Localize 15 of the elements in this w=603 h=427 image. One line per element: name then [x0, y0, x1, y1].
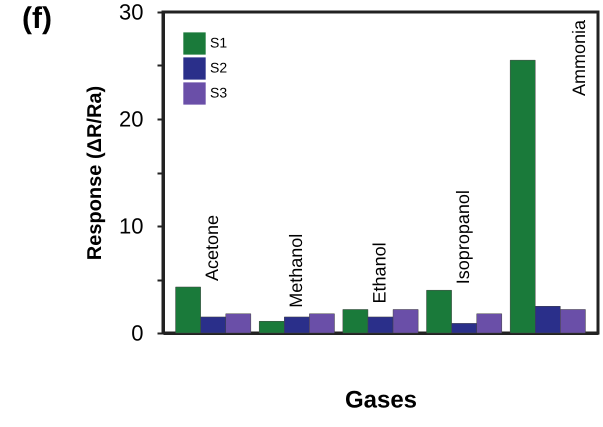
- y-axis-title: Response (ΔR/Ra): [84, 86, 106, 260]
- chart-title: (f): [22, 2, 52, 36]
- legend-label: S2: [210, 60, 228, 76]
- x-tick-label: Ethanol: [370, 242, 390, 304]
- legend-label: S3: [210, 84, 228, 100]
- legend-label: S1: [210, 34, 228, 50]
- y-tick-label: 0: [131, 320, 144, 346]
- x-tick-label: Acetone: [202, 214, 222, 281]
- x-tick-label: Methanol: [286, 234, 306, 308]
- x-axis-title: Gases: [344, 386, 418, 414]
- y-tick-label: 30: [119, 0, 144, 24]
- x-tick-label: Isopropanol: [453, 190, 474, 284]
- y-tick-label: 10: [119, 214, 144, 238]
- x-tick-label: Ammonia: [568, 19, 589, 96]
- y-tick-label: 20: [119, 106, 144, 132]
